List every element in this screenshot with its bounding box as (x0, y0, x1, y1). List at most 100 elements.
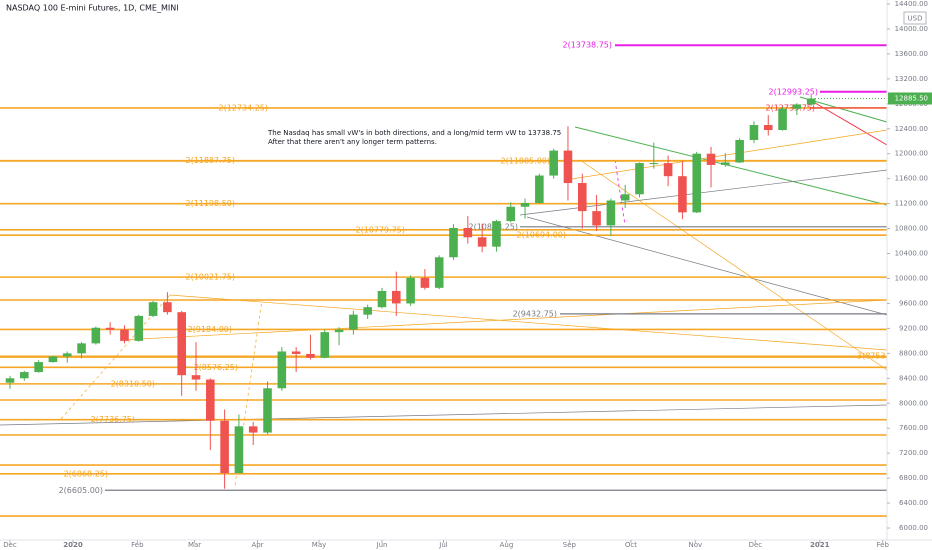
note: The Nasdaq has small vW's in both direct… (267, 129, 561, 137)
candle (563, 126, 573, 201)
candle-body (806, 98, 816, 105)
candle-body (678, 176, 687, 213)
candle-body (163, 302, 172, 313)
candle-body (349, 314, 358, 330)
candle (163, 292, 172, 315)
x-tick-label: 2021 (810, 541, 830, 549)
x-tick-label: Feb (877, 541, 890, 549)
candle-body (134, 315, 144, 341)
candle-body (306, 353, 315, 358)
y-tick-label: 10400.00 (895, 250, 928, 258)
y-tick-label: 8800.00 (899, 349, 928, 357)
level-label: 2(9184.00) (188, 325, 232, 334)
candle-body (692, 153, 702, 213)
trend-line (526, 216, 888, 316)
y-tick-label: 14400.00 (895, 0, 928, 8)
candle-body (477, 237, 487, 247)
y-tick-label: 6800.00 (899, 474, 928, 482)
x-tick-label: Feb (131, 541, 144, 549)
trend-line (614, 159, 626, 226)
candle (506, 202, 516, 223)
level-label: 2(9432.75) (513, 309, 557, 318)
level-label: 2(6605.00) (59, 486, 103, 495)
candle-body (792, 104, 802, 109)
candle-body (248, 426, 258, 433)
level-label: 2(6868.25) (64, 469, 108, 478)
level-label: 2(11198.50) (185, 199, 235, 208)
level-label: 2(8576.25) (194, 363, 238, 372)
x-tick-label: Apr (251, 541, 263, 549)
trend-line (579, 159, 888, 371)
trend-line (564, 129, 888, 181)
candle-body (206, 379, 215, 421)
candle-body (706, 153, 716, 165)
x-tick-label: Dec (3, 541, 17, 549)
candle (449, 224, 458, 260)
level-label: 2(12734.25) (218, 103, 268, 112)
candle (320, 329, 330, 359)
candle-body (263, 388, 272, 433)
candle (706, 146, 716, 188)
candle-body (721, 162, 730, 165)
candle-body (191, 375, 201, 380)
candle (363, 304, 372, 320)
candle-body (420, 277, 430, 288)
candle-body (463, 227, 473, 238)
candle (520, 198, 530, 219)
x-tick-label: Mar (188, 541, 201, 549)
candle-body (492, 221, 501, 247)
candle (678, 161, 687, 220)
level-label: 2(11885.00) (500, 156, 550, 165)
candle-body (649, 163, 659, 165)
candle (721, 153, 730, 167)
candle-body (334, 329, 344, 333)
level-label: 2(10694.00) (516, 231, 566, 240)
level-label: 2(8310.50) (111, 379, 155, 388)
candle-body (520, 202, 530, 207)
currency: USD (908, 15, 923, 23)
candle (234, 414, 244, 474)
candle (20, 370, 29, 381)
candle (635, 162, 644, 198)
candle-body (735, 139, 744, 163)
candle-body (363, 307, 372, 315)
y-tick-label: 11200.00 (895, 200, 928, 208)
candle (91, 326, 101, 345)
x-tick-label: Jun (376, 541, 388, 549)
candle (34, 360, 43, 373)
chart-title: NASDAQ 100 E-mini Futures, 1D, CME_MINI (6, 4, 179, 13)
candle (592, 194, 601, 232)
candle-body (48, 356, 58, 363)
y-tick-label: 6400.00 (899, 499, 928, 507)
candle (477, 223, 487, 253)
price-axis (887, 0, 932, 550)
candle (248, 421, 258, 446)
x-tick-label: Dec (749, 541, 763, 549)
trend-line (119, 299, 888, 341)
y-tick-label: 13600.00 (895, 50, 928, 58)
candle (749, 121, 759, 144)
y-tick-label: 9600.00 (899, 299, 928, 307)
currency-box[interactable] (903, 11, 927, 25)
level-label: 2(13738.75) (562, 41, 612, 50)
candle-body (592, 211, 601, 226)
y-tick-label: 8000.00 (899, 399, 928, 407)
y-tick-label: 12400.00 (895, 125, 928, 133)
y-tick-label: 11600.00 (895, 175, 928, 183)
y-tick-label: 8400.00 (899, 374, 928, 382)
candle-body (34, 362, 43, 373)
candle (692, 151, 702, 213)
candle (391, 271, 401, 316)
candle (535, 173, 544, 204)
candle-body (778, 108, 787, 131)
candle-body (77, 343, 86, 354)
candle (606, 198, 616, 237)
y-tick-label: 13200.00 (895, 75, 928, 83)
x-tick-label: Oct (625, 541, 637, 549)
candle-body (291, 351, 301, 354)
candle (735, 138, 744, 164)
candle-body (506, 206, 516, 222)
y-tick-label: 10000.00 (895, 274, 928, 282)
candle-body (20, 372, 29, 379)
